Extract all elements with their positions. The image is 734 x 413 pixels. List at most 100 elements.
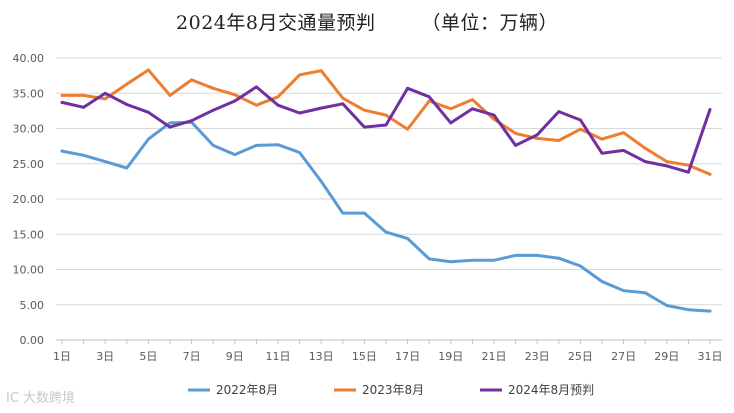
data-point <box>363 108 366 112</box>
data-point <box>233 93 237 97</box>
x-tick-label: 9日 <box>226 350 244 363</box>
data-point <box>449 260 453 264</box>
x-tick-label: 25日 <box>568 350 593 363</box>
y-tick-label: 15.00 <box>13 228 45 241</box>
data-point <box>168 121 172 125</box>
x-tick-label: 3日 <box>96 350 114 363</box>
data-point <box>535 254 539 257</box>
data-point <box>427 95 431 99</box>
data-point <box>535 136 539 140</box>
legend-label: 2023年8月 <box>362 383 424 397</box>
data-point <box>514 254 517 257</box>
y-tick-label: 0.00 <box>20 334 45 347</box>
data-point <box>103 97 107 101</box>
data-point <box>643 146 647 150</box>
data-point <box>276 103 280 107</box>
data-point <box>708 108 712 111</box>
data-point <box>492 113 496 117</box>
data-point <box>125 166 129 170</box>
x-tick-label: 5日 <box>139 350 157 363</box>
x-tick-label: 13日 <box>309 350 334 363</box>
data-point <box>622 148 625 152</box>
data-point <box>665 304 669 307</box>
data-point <box>600 137 604 141</box>
data-point <box>535 133 539 137</box>
data-point <box>708 309 712 313</box>
x-tick-label: 1日 <box>53 350 71 363</box>
data-point <box>341 211 345 215</box>
data-point <box>687 308 690 312</box>
data-point <box>492 258 496 262</box>
data-point <box>147 110 150 114</box>
chart-title: 2024年8月交通量预判 （单位：万辆） <box>0 8 734 35</box>
data-point <box>557 256 561 260</box>
data-point <box>579 118 582 122</box>
data-point <box>363 211 366 215</box>
data-point <box>255 144 258 147</box>
data-point <box>211 108 215 112</box>
x-tick-label: 19日 <box>438 350 463 363</box>
data-point <box>471 107 474 111</box>
data-point <box>406 86 409 90</box>
data-point <box>60 93 64 97</box>
data-point <box>319 106 323 110</box>
x-tick-label: 11日 <box>266 350 291 363</box>
data-point <box>427 257 431 261</box>
data-point <box>471 98 474 101</box>
data-point <box>319 179 323 183</box>
data-point <box>406 237 409 240</box>
data-point <box>103 91 107 95</box>
data-point <box>190 119 194 123</box>
axes: 0.00 5.00 10.00 15.00 20.00 25.00 30.00 35.00 40… <box>13 52 723 363</box>
data-point <box>298 111 301 115</box>
x-tick-label: 7日 <box>183 350 201 363</box>
x-tick-label: 17日 <box>395 350 420 363</box>
data-point <box>211 144 215 147</box>
data-point <box>211 86 215 90</box>
data-point <box>341 96 345 100</box>
data-point <box>82 105 85 109</box>
data-point <box>622 289 625 293</box>
data-point <box>665 164 669 168</box>
data-point <box>190 78 194 82</box>
data-point <box>168 93 172 97</box>
data-point <box>60 149 64 153</box>
y-tick-label: 20.00 <box>13 193 45 206</box>
y-tick-label: 35.00 <box>13 87 45 100</box>
data-point <box>298 151 301 154</box>
data-point <box>147 68 150 72</box>
data-point <box>406 127 409 131</box>
data-point <box>384 230 388 234</box>
data-point <box>147 137 150 141</box>
data-point <box>298 73 301 77</box>
data-point <box>514 132 517 135</box>
chart-unit-label: （单位：万辆） <box>421 12 558 34</box>
x-tick-label: 21日 <box>482 350 507 363</box>
data-point <box>103 160 107 164</box>
legend: 2022年8月 2023年8月 2024年8月预判 <box>188 383 594 397</box>
data-point <box>276 143 280 147</box>
data-point <box>319 69 323 73</box>
data-point <box>579 264 582 268</box>
data-point <box>255 103 258 107</box>
data-point <box>600 151 604 155</box>
data-point <box>168 125 172 129</box>
data-point <box>341 102 345 106</box>
series-lines <box>60 68 712 313</box>
data-point <box>82 153 85 157</box>
data-point <box>643 291 647 295</box>
legend-label: 2022年8月 <box>216 383 278 397</box>
data-point <box>233 99 237 103</box>
watermark-text: IC 大数跨境 <box>6 391 76 406</box>
data-point <box>665 160 669 164</box>
data-point <box>125 103 129 106</box>
data-point <box>514 144 517 147</box>
legend-label: 2024年8月预判 <box>508 383 594 397</box>
data-point <box>643 160 647 164</box>
data-point <box>708 172 712 176</box>
data-point <box>384 123 388 127</box>
data-point <box>427 99 431 103</box>
data-point <box>384 113 388 117</box>
y-tick-label: 5.00 <box>20 299 45 312</box>
